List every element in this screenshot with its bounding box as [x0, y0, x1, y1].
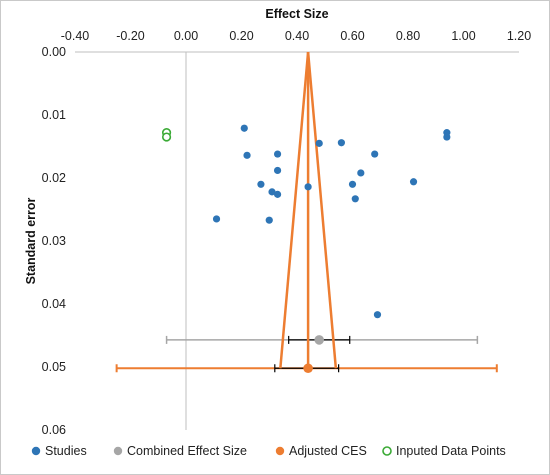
legend-label: Combined Effect Size [127, 444, 247, 458]
study-point [443, 133, 451, 141]
x-tick-label: 0.40 [285, 29, 309, 43]
study-point [243, 151, 251, 159]
funnel-right-line [306, 51, 338, 369]
legend-marker [275, 446, 285, 456]
x-tick-label: 0.60 [340, 29, 364, 43]
legend: Studies Combined Effect Size Adjusted CES I… [31, 444, 506, 458]
imputed-point [161, 132, 172, 142]
study-point [268, 188, 276, 196]
funnel-left-line [279, 51, 310, 369]
legend-marker [113, 446, 123, 456]
study-point [337, 139, 345, 147]
legend-item-adjusted: Adjusted CES [275, 444, 367, 458]
x-tick-label: 1.00 [451, 29, 475, 43]
study-point [373, 311, 382, 319]
study-point [351, 195, 359, 203]
legend-item-studies: Studies [31, 444, 87, 458]
legend-label: Adjusted CES [289, 444, 367, 458]
study-point [371, 150, 379, 158]
study-point [265, 216, 273, 224]
study-point [409, 178, 418, 186]
y-tick-label: 0.00 [42, 45, 66, 59]
study-point [304, 183, 312, 191]
x-tick-label: 0.80 [396, 29, 420, 43]
study-point [212, 215, 221, 223]
x-tick-label: 0.00 [174, 29, 198, 43]
study-point [315, 139, 323, 147]
legend-label: Inputed Data Points [396, 444, 506, 458]
axes-group [75, 51, 519, 430]
y-tick-label: 0.04 [42, 297, 66, 311]
combined-effect-point [314, 335, 325, 345]
study-point [240, 124, 248, 132]
legend-marker [31, 446, 41, 456]
y-tick-label: 0.03 [42, 234, 66, 248]
y-tick-label: 0.06 [42, 423, 66, 437]
legend-marker [382, 446, 392, 456]
x-tick-labels: -0.40 -0.20 0.00 0.20 0.40 0.60 0.80 1.00 1.20 [61, 29, 531, 43]
y-tick-labels: 0.00 0.01 0.02 0.03 0.04 0.05 0.06 [42, 45, 66, 437]
study-point [273, 150, 282, 158]
y-tick-label: 0.05 [42, 360, 66, 374]
study-point [273, 190, 282, 198]
study-point [357, 169, 365, 177]
x-tick-label: -0.40 [61, 29, 90, 43]
y-tick-label: 0.02 [42, 171, 66, 185]
legend-label: Studies [45, 444, 87, 458]
y-axis-title: Standard error [24, 197, 38, 284]
study-point [273, 166, 282, 175]
adjusted-ces-point [303, 363, 313, 374]
y-tick-label: 0.01 [42, 108, 66, 122]
x-tick-label: 1.20 [507, 29, 531, 43]
plot-marks [115, 51, 498, 374]
x-tick-label: 0.20 [229, 29, 253, 43]
study-point [257, 180, 265, 188]
study-point [348, 180, 357, 188]
legend-item-imputed: Inputed Data Points [382, 444, 506, 458]
x-tick-label: -0.20 [116, 29, 145, 43]
x-axis-title: Effect Size [265, 7, 328, 21]
legend-item-combined: Combined Effect Size [113, 444, 247, 458]
